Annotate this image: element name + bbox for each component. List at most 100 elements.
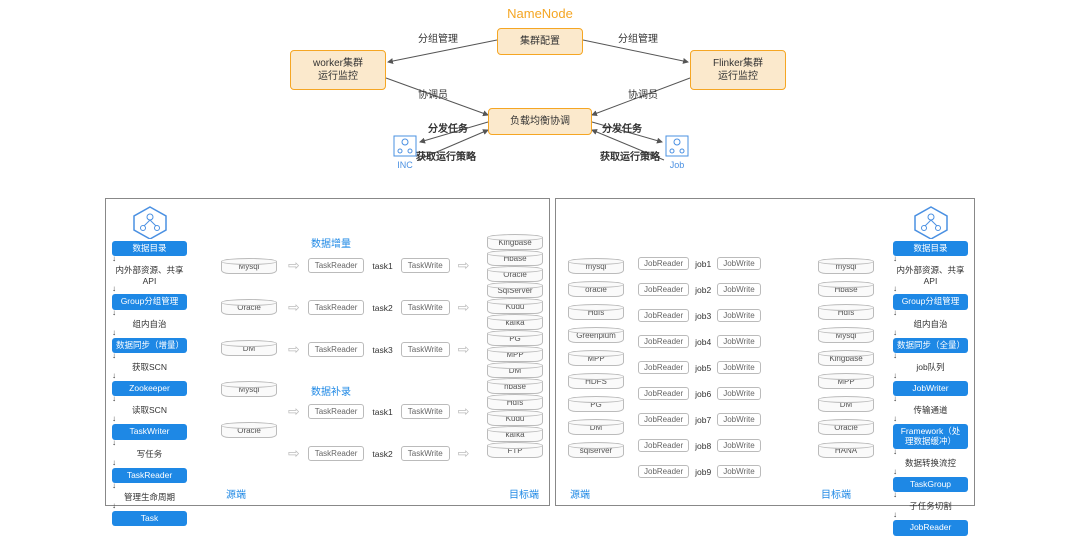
stack-text: 内外部资源、共享API [112,264,187,286]
db-cylinder: Oracle [818,420,874,435]
stack-text: 读取SCN [112,404,187,416]
sec-sup: 数据补录 [311,383,351,398]
flinker-l2: 运行监控 [718,71,758,82]
node-lb: 负载均衡协调 [488,108,592,135]
job-row: JobReaderjob8JobWrite [638,439,761,452]
node-worker: worker集群 运行监控 [290,50,386,90]
left-footer-l: 源端 [226,486,246,501]
right-footer-l: 源端 [570,486,590,501]
job-writer: JobWrite [717,413,760,426]
arrow-down-icon: ↓ [893,469,968,477]
job-id: job4 [695,337,711,347]
stack-text: 管理生命周期 [112,491,187,503]
lbl-d2: 分发任务 [602,120,642,135]
right-sources: mysqloracleHdfsGreenplumMPPHDFSPGDMsqlse… [568,259,624,458]
job-row: JobReaderjob9JobWrite [638,465,761,478]
stack-box: Group分组管理 [893,294,968,309]
job-writer: JobWrite [717,465,760,478]
stack-box: Zookeeper [112,381,187,396]
task-row: ⇨TaskReadertask2TaskWrite⇨ [288,445,469,462]
job-id: job5 [695,363,711,373]
stack-box: JobWriter [893,381,968,396]
job-icon: Job [664,134,690,170]
arrow-down-icon: ↓ [112,396,187,404]
stack-text: 内外部资源、共享API [893,264,968,286]
lbl-s1: 获取运行策略 [416,152,476,163]
flinker-l1: Flinker集群 [713,58,763,69]
job-reader: JobReader [638,335,689,348]
db-cylinder: PG [487,331,543,346]
lbl-c1: 协调员 [418,86,448,101]
task-id: task1 [372,407,392,417]
task-id: task2 [372,449,392,459]
arrow-right-icon: ⇨ [458,299,470,316]
left-stack: 数据目录↓内外部资源、共享API↓Group分组管理↓组内自治↓数据同步（增量）… [112,205,187,526]
right-targets: mysqlHbaseHdfsMysqlKingbaseMPPDMOracleHA… [818,259,874,458]
arrow-right-icon: ⇨ [458,403,470,420]
arrow-right-icon: ⇨ [458,257,470,274]
db-cylinder: hbase [487,379,543,394]
arrow-down-icon: ↓ [112,373,187,381]
arrow-down-icon: ↓ [893,416,968,424]
arrow-down-icon: ↓ [112,330,187,338]
arrow-down-icon: ↓ [893,396,968,404]
job-row: JobReaderjob3JobWrite [638,309,761,322]
task-row: ⇨TaskReadertask3TaskWrite⇨ [288,341,469,358]
stack-text: 组内自治 [893,318,968,330]
db-cylinder: Kudu [487,411,543,426]
job-id: job3 [695,311,711,321]
db-cylinder: mysql [568,259,624,274]
stack-text: 组内自治 [112,318,187,330]
arrow-down-icon: ↓ [893,330,968,338]
db-cylinder: Mysql [221,382,277,397]
task-reader: TaskReader [308,258,365,273]
job-id: job9 [695,467,711,477]
stack-text: 传输通道 [893,404,968,416]
left-sources: MysqlOracleDMMysqlOracle [221,259,277,438]
job-row: JobReaderjob5JobWrite [638,361,761,374]
db-cylinder: Mysql [221,259,277,274]
arrow-down-icon: ↓ [112,483,187,491]
task-row: ⇨TaskReadertask2TaskWrite⇨ [288,299,469,316]
job-label: Job [670,160,685,170]
stack-text: 写任务 [112,448,187,460]
stack-text: 获取SCN [112,361,187,373]
node-flinker: Flinker集群 运行监控 [690,50,786,90]
arrow-right-icon: ⇨ [288,299,300,316]
db-cylinder: Hdfs [568,305,624,320]
stack-text: 子任务切割 [893,500,968,512]
stack-box: 数据目录 [893,241,968,256]
db-cylinder: Hbase [487,251,543,266]
arrow-right-icon: ⇨ [288,445,300,462]
stack-box: 数据同步（增量） [112,338,187,353]
arrow-right-icon: ⇨ [288,257,300,274]
stack-box: JobReader [893,520,968,535]
worker-l1: worker集群 [313,58,363,69]
left-footer-r: 目标端 [509,486,539,501]
arrow-down-icon: ↓ [893,256,968,264]
arrow-down-icon: ↓ [112,503,187,511]
task-reader: TaskReader [308,300,365,315]
task-id: task1 [372,261,392,271]
stack-box: 数据目录 [112,241,187,256]
arrow-down-icon: ↓ [112,416,187,424]
db-cylinder: Oracle [487,267,543,282]
job-reader: JobReader [638,413,689,426]
db-cylinder: Greenplum [568,328,624,343]
hex-icon [912,205,950,239]
arrow-down-icon: ↓ [112,256,187,264]
db-cylinder: kafka [487,427,543,442]
arrow-down-icon: ↓ [112,440,187,448]
db-cylinder: Hdfs [487,395,543,410]
job-writer: JobWrite [717,283,760,296]
arrow-down-icon: ↓ [893,286,968,294]
job-writer: JobWrite [717,335,760,348]
db-cylinder: Kudu [487,299,543,314]
task-writer: TaskWrite [401,342,450,357]
arrow-down-icon: ↓ [112,353,187,361]
arrow-down-icon: ↓ [893,310,968,318]
arrow-down-icon: ↓ [112,460,187,468]
worker-l2: 运行监控 [318,71,358,82]
db-cylinder: kafka [487,315,543,330]
arrow-down-icon: ↓ [112,286,187,294]
